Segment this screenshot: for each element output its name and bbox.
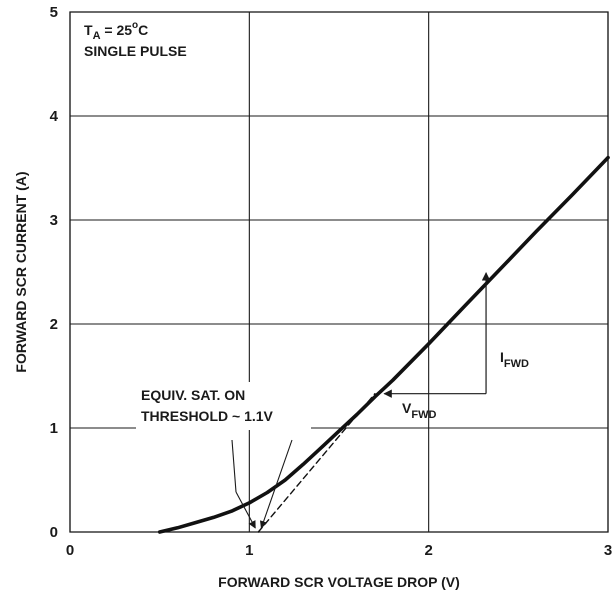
ifwd-label: IFWD <box>500 349 529 370</box>
threshold-label-line1: EQUIV. SAT. ON <box>141 387 245 403</box>
y-tick-label-5: 5 <box>50 4 58 21</box>
y-tick-label-1: 1 <box>50 420 58 437</box>
extrapolation-dashed-line <box>257 393 376 533</box>
x-tick-label-2: 2 <box>424 542 432 559</box>
x-tick-label-1: 1 <box>245 542 253 559</box>
x-tick-label-3: 3 <box>604 542 612 559</box>
annotations <box>231 272 491 529</box>
threshold-arrow-right <box>259 439 293 529</box>
threshold-arrow-left <box>235 491 256 529</box>
y-tick-label-0: 0 <box>50 524 58 541</box>
y-tick-label-4: 4 <box>50 108 59 125</box>
forward-current-curve <box>157 155 610 534</box>
y-tick-label-3: 3 <box>50 212 58 229</box>
grid <box>69 11 609 533</box>
y-tick-label-2: 2 <box>50 316 58 333</box>
vfwd-label: VFWD <box>402 400 436 421</box>
threshold-label-bg <box>136 382 311 430</box>
x-axis-title: FORWARD SCR VOLTAGE DROP (V) <box>218 574 460 590</box>
series-group <box>157 155 610 534</box>
tick-labels: 0 1 2 3 0 1 2 3 4 5 <box>50 4 613 559</box>
single-pulse-label: SINGLE PULSE <box>84 43 187 59</box>
plot-frame <box>69 11 609 533</box>
threshold-label-line2: THRESHOLD ~ 1.1V <box>141 408 274 424</box>
y-axis-title: FORWARD SCR CURRENT (A) <box>13 171 29 372</box>
condition-label: TA = 25oC <box>84 20 148 42</box>
threshold-leader-left <box>231 439 237 493</box>
x-tick-label-0: 0 <box>66 542 74 559</box>
